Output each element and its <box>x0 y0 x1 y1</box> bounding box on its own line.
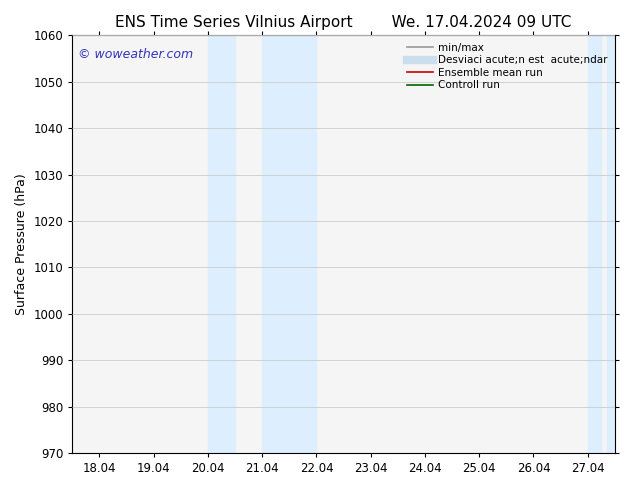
Y-axis label: Surface Pressure (hPa): Surface Pressure (hPa) <box>15 173 28 315</box>
Bar <box>208 35 235 453</box>
Bar <box>588 35 601 453</box>
Text: © woweather.com: © woweather.com <box>78 48 193 61</box>
Legend: min/max, Desviaci acute;n est  acute;ndar, Ensemble mean run, Controll run: min/max, Desviaci acute;n est acute;ndar… <box>403 38 612 95</box>
Title: ENS Time Series Vilnius Airport        We. 17.04.2024 09 UTC: ENS Time Series Vilnius Airport We. 17.0… <box>115 15 572 30</box>
Bar <box>607 35 615 453</box>
Bar <box>262 35 316 453</box>
